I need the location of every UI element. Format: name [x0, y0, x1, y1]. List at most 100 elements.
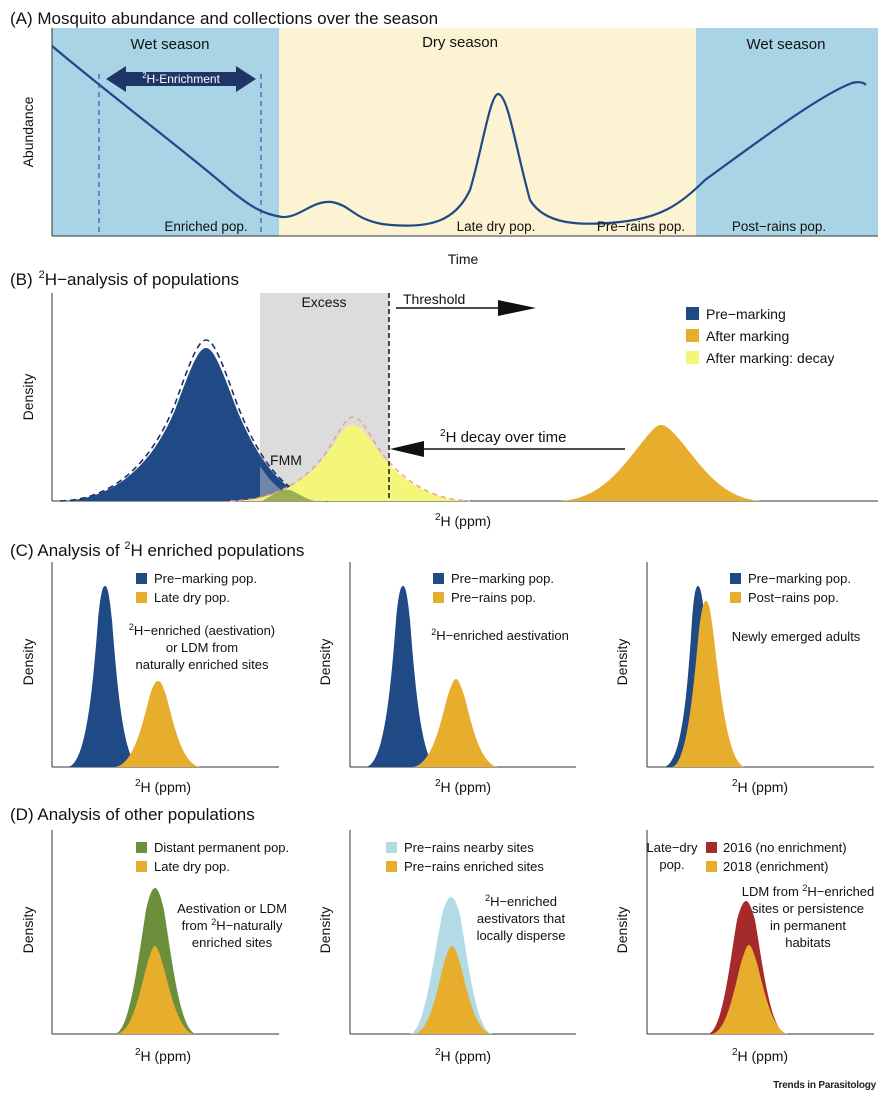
- d3-legend-swatch-2016: [706, 842, 717, 853]
- c3-legend-swatch-pre-marking: [730, 573, 741, 584]
- c3-y-label: Density: [614, 639, 630, 686]
- d1-legend-label-distant: Distant permanent pop.: [154, 840, 289, 855]
- a-y-label: Abundance: [20, 96, 36, 167]
- d3-note-line3: in permanent: [770, 918, 846, 933]
- c3-post-rains-distribution: [672, 601, 745, 767]
- legend-swatch-after-marking: [686, 329, 699, 342]
- after-marking-decay-fit: [229, 416, 471, 502]
- d2-legend-swatch-nearby: [386, 842, 397, 853]
- d2-legend-label-nearby: Pre−rains nearby sites: [404, 840, 534, 855]
- c3-legend-swatch-post-rains: [730, 592, 741, 603]
- d3-side-label-line2: pop.: [659, 857, 684, 872]
- c1-legend-label-late-dry: Late dry pop.: [154, 590, 230, 605]
- d1-legend-swatch-distant: [136, 842, 147, 853]
- c2-pre-marking-distribution: [366, 586, 438, 767]
- d3-side-label-line1: Late−dry: [647, 840, 698, 855]
- c1-pre-marking-distribution: [68, 586, 140, 767]
- d1-note-line1: Aestivation or LDM: [177, 901, 287, 916]
- panel-a: (A) Mosquito abundance and collections o…: [10, 9, 878, 267]
- d1-note-line2: from 2H−naturally: [182, 917, 283, 933]
- decay-label: 2H decay over time: [440, 428, 566, 446]
- season-label-wet-right: Wet season: [747, 36, 826, 53]
- d1-note-line3: enriched sites: [192, 935, 273, 950]
- threshold-label: Threshold: [403, 291, 465, 307]
- panel-c-title: (C) Analysis of 2H enriched populations: [10, 540, 304, 560]
- legend-swatch-pre-marking: [686, 307, 699, 320]
- panel-c1: Pre−marking pop. Late dry pop. 2H−enrich…: [20, 562, 279, 795]
- c2-legend-label-pre-rains: Pre−rains pop.: [451, 590, 536, 605]
- fmm-label: FMM: [270, 452, 302, 468]
- d3-legend-label-2018: 2018 (enrichment): [723, 859, 829, 874]
- d3-legend-label-2016: 2016 (no enrichment): [723, 840, 847, 855]
- panel-d: (D) Analysis of other populations Distan…: [10, 805, 874, 1064]
- d2-legend-swatch-enriched: [386, 861, 397, 872]
- after-marking-decay-distribution: [230, 425, 470, 501]
- c2-y-label: Density: [317, 639, 333, 686]
- panel-c3: Pre−marking pop. Post−rains pop. Newly e…: [614, 562, 874, 795]
- d2-x-label: 2H (ppm): [435, 1047, 491, 1064]
- season-label-dry: Dry season: [422, 34, 498, 51]
- d2-note-line3: locally disperse: [477, 928, 566, 943]
- d3-y-label: Density: [614, 907, 630, 954]
- c2-legend-swatch-pre-marking: [433, 573, 444, 584]
- c2-legend-label-pre-marking: Pre−marking pop.: [451, 571, 554, 586]
- d3-note-line2: sites or persistence: [752, 901, 864, 916]
- d2-note-line1: 2H−enriched: [485, 893, 557, 909]
- c1-note-line1: 2H−enriched (aestivation): [129, 622, 275, 638]
- c2-note-line1: 2H−enriched aestivation: [431, 627, 569, 643]
- d2-enriched-sites-distribution: [414, 946, 491, 1034]
- pre-marking-fit: [59, 339, 331, 502]
- pop-label-enriched: Enriched pop.: [164, 219, 247, 234]
- d1-y-label: Density: [20, 907, 36, 954]
- a-x-label: Time: [448, 251, 479, 267]
- panel-c: (C) Analysis of 2H enriched populations …: [10, 540, 874, 795]
- b-x-label: 2H (ppm): [435, 512, 491, 529]
- legend-label-after-marking: After marking: [706, 328, 789, 344]
- enrichment-label: 2H-Enrichment: [142, 71, 220, 86]
- b-y-label: Density: [20, 374, 36, 421]
- c1-note-line3: naturally enriched sites: [136, 657, 269, 672]
- legend-label-pre-marking: Pre−marking: [706, 306, 786, 322]
- wet-season-band-right: [696, 28, 878, 236]
- c1-legend-label-pre-marking: Pre−marking pop.: [154, 571, 257, 586]
- c1-late-dry-distribution: [115, 681, 200, 767]
- dry-season-band: [279, 28, 696, 236]
- c2-pre-rains-distribution: [413, 679, 498, 767]
- pre-marking-distribution: [60, 348, 330, 501]
- season-label-wet-left: Wet season: [131, 36, 210, 53]
- after-marking-distribution: [560, 425, 762, 501]
- excess-label: Excess: [301, 294, 346, 310]
- decay-arrowhead: [390, 441, 424, 457]
- d3-x-label: 2H (ppm): [732, 1047, 788, 1064]
- fmm-overlap: [262, 489, 315, 501]
- c3-legend-label-pre-marking: Pre−marking pop.: [748, 571, 851, 586]
- panel-d-title: (D) Analysis of other populations: [10, 805, 255, 824]
- panel-a-title: (A) Mosquito abundance and collections o…: [10, 9, 438, 28]
- c1-legend-swatch-late-dry: [136, 592, 147, 603]
- d3-2018-distribution: [712, 945, 788, 1034]
- legend-label-decay: After marking: decay: [706, 350, 834, 366]
- panel-d2: Pre−rains nearby sites Pre−rains enriche…: [317, 830, 576, 1064]
- abundance-curve: [51, 45, 867, 227]
- panel-c2: Pre−marking pop. Pre−rains pop. 2H−enric…: [317, 562, 576, 795]
- c3-legend-label-post-rains: Post−rains pop.: [748, 590, 839, 605]
- d2-y-label: Density: [317, 907, 333, 954]
- panel-d3: Late−dry pop. 2016 (no enrichment) 2018 …: [614, 830, 874, 1064]
- legend-swatch-decay: [686, 351, 699, 364]
- pop-label-post-rains: Post−rains pop.: [732, 219, 826, 234]
- d1-late-dry-distribution: [117, 946, 194, 1034]
- d2-legend-label-enriched: Pre−rains enriched sites: [404, 859, 544, 874]
- c1-legend-swatch-pre-marking: [136, 573, 147, 584]
- d3-note-line4: habitats: [785, 935, 831, 950]
- pop-label-late-dry: Late dry pop.: [457, 219, 536, 234]
- c1-x-label: 2H (ppm): [135, 778, 191, 795]
- pre-marking-excess-overlap: [260, 466, 310, 501]
- d2-note-line2: aestivators that: [477, 911, 566, 926]
- panel-b-title: (B) 2H−analysis of populations: [10, 269, 239, 289]
- pop-label-pre-rains: Pre−rains pop.: [597, 219, 685, 234]
- c1-note-line2: or LDM from: [166, 640, 238, 655]
- c3-x-label: 2H (ppm): [732, 778, 788, 795]
- threshold-arrowhead: [498, 300, 536, 316]
- d1-x-label: 2H (ppm): [135, 1047, 191, 1064]
